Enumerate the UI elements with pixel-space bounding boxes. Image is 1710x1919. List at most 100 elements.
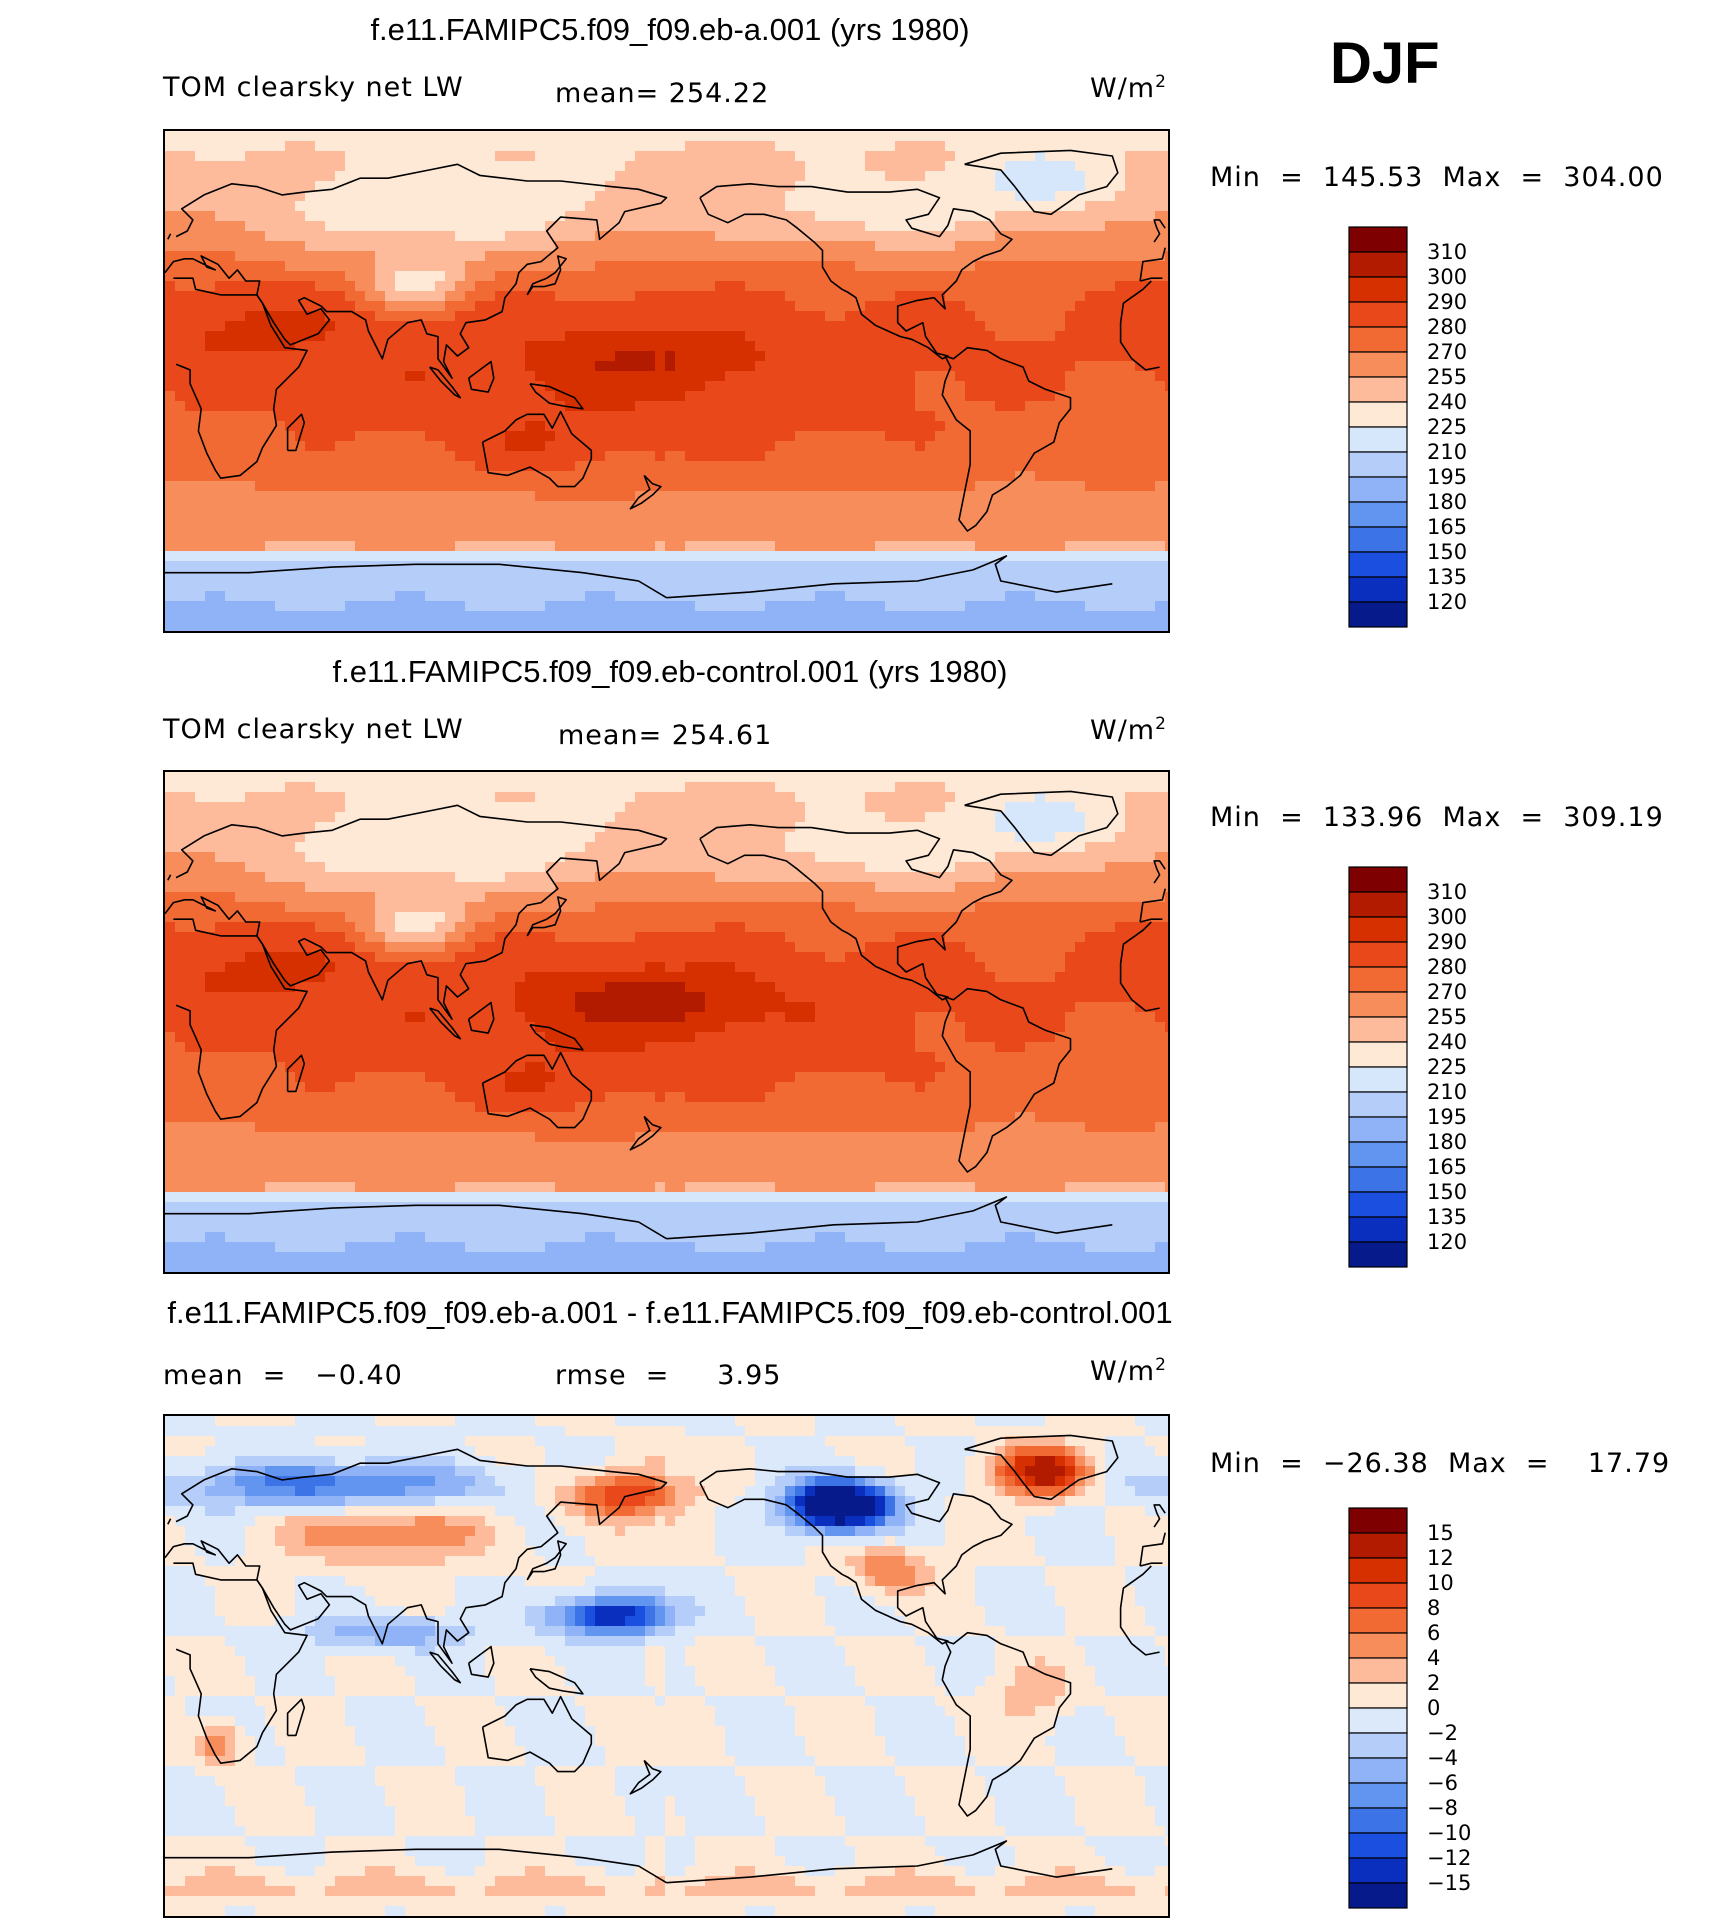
field-cell <box>305 621 316 631</box>
field-cell <box>255 501 266 512</box>
field-cell <box>505 181 516 192</box>
field-cell <box>315 331 326 342</box>
field-cell <box>955 581 966 592</box>
field-cell <box>935 451 946 462</box>
field-cell <box>195 341 206 352</box>
field-cell <box>1135 261 1146 272</box>
field-cell <box>665 311 676 322</box>
field-cell <box>395 141 406 152</box>
field-cell <box>245 361 256 372</box>
field-cell <box>405 371 416 382</box>
field-cell <box>615 601 626 612</box>
field-cell <box>215 181 226 192</box>
field-cell <box>905 381 916 392</box>
field-cell <box>1005 441 1016 452</box>
field-cell <box>975 191 986 202</box>
field-cell <box>1095 541 1106 552</box>
field-cell <box>1145 201 1156 212</box>
field-cell <box>765 231 776 242</box>
field-cell <box>405 291 416 302</box>
field-cell <box>445 621 456 631</box>
panel1-mean: mean= 254.22 <box>555 78 770 109</box>
field-cell <box>1155 381 1166 392</box>
field-cell <box>655 131 666 142</box>
field-cell <box>625 481 636 492</box>
field-cell <box>725 181 736 192</box>
field-cell <box>215 601 226 612</box>
field-cell <box>545 131 556 142</box>
field-cell <box>515 371 526 382</box>
field-cell <box>1085 261 1096 272</box>
field-cell <box>275 201 286 212</box>
field-cell <box>1105 411 1116 422</box>
field-cell <box>665 611 676 622</box>
field-cell <box>435 601 446 612</box>
field-cell <box>725 341 736 352</box>
field-cell <box>565 311 576 322</box>
field-cell <box>635 431 646 442</box>
field-cell <box>1005 261 1016 272</box>
field-cell <box>315 561 326 572</box>
field-cell <box>795 391 806 402</box>
field-cell <box>565 251 576 262</box>
field-cell <box>665 221 676 232</box>
field-cell <box>1115 561 1126 572</box>
field-cell <box>215 211 226 222</box>
field-cell <box>1145 581 1156 592</box>
field-cell <box>315 281 326 292</box>
field-cell <box>745 381 756 392</box>
field-cell <box>845 611 856 622</box>
field-cell <box>555 151 566 162</box>
field-cell <box>1085 411 1096 422</box>
field-cell <box>215 521 226 532</box>
field-cell <box>325 441 336 452</box>
field-cell <box>585 441 596 452</box>
field-cell <box>315 411 326 422</box>
field-cell <box>1135 591 1146 602</box>
field-cell <box>925 491 936 502</box>
field-cell <box>975 471 986 482</box>
field-cell <box>195 481 206 492</box>
field-cell <box>775 171 786 182</box>
field-cell <box>505 371 516 382</box>
field-cell <box>845 551 856 562</box>
field-cell <box>525 501 536 512</box>
field-cell <box>1035 561 1046 572</box>
field-cell <box>555 541 566 552</box>
field-cell <box>465 311 476 322</box>
field-cell <box>605 391 616 402</box>
field-cell <box>455 241 466 252</box>
field-cell <box>275 291 286 302</box>
field-cell <box>355 171 366 182</box>
field-cell <box>505 281 516 292</box>
field-cell <box>735 281 746 292</box>
field-cell <box>585 211 596 222</box>
field-cell <box>295 231 306 242</box>
field-cell <box>205 571 216 582</box>
field-cell <box>775 231 786 242</box>
field-cell <box>1085 471 1096 482</box>
field-cell <box>405 481 416 492</box>
field-cell <box>945 131 956 142</box>
field-cell <box>1155 421 1166 432</box>
field-cell <box>685 281 696 292</box>
field-cell <box>405 421 416 432</box>
field-cell <box>255 391 266 402</box>
field-cell <box>865 241 876 252</box>
field-cell <box>585 591 596 602</box>
field-cell <box>225 581 236 592</box>
field-cell <box>705 541 716 552</box>
field-cell <box>625 221 636 232</box>
field-cell <box>895 501 906 512</box>
field-cell <box>1075 131 1086 142</box>
field-cell <box>1085 501 1096 512</box>
field-cell <box>235 181 246 192</box>
field-cell <box>945 571 956 582</box>
field-cell <box>505 511 516 522</box>
field-cell <box>585 491 596 502</box>
field-cell <box>485 461 496 472</box>
field-cell <box>445 451 456 462</box>
field-cell <box>695 311 706 322</box>
field-cell <box>205 201 216 212</box>
field-cell <box>1065 411 1076 422</box>
